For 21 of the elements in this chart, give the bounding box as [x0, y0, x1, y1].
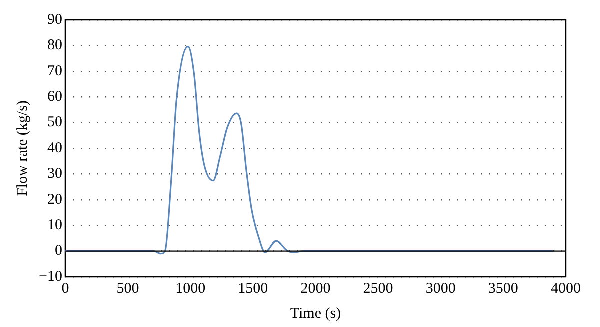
y-tick-label: 30 — [47, 166, 62, 182]
x-tick-label: 1500 — [238, 280, 268, 297]
x-tick-label: 2000 — [300, 280, 331, 297]
y-tick-label: 70 — [47, 63, 62, 80]
x-tick-label: 2500 — [363, 280, 394, 297]
y-tick-label: 0 — [54, 243, 62, 260]
y-tick-label: 40 — [47, 140, 62, 156]
y-tick-label: 80 — [47, 38, 62, 54]
x-tick-label: 1000 — [176, 280, 206, 297]
y-tick-label: 10 — [47, 218, 62, 234]
y-tick-label: 20 — [47, 192, 62, 208]
x-tick-label: 3000 — [426, 280, 456, 297]
y-tick-label: −10 — [38, 268, 62, 285]
y-tick-label: 90 — [47, 12, 62, 28]
x-tick-label: 4000 — [551, 280, 581, 297]
y-axis-title: Flow rate (kg/s) — [14, 100, 31, 196]
x-tick-label: 500 — [116, 280, 140, 297]
x-tick-label: 3500 — [488, 280, 518, 297]
y-tick-label: 60 — [47, 89, 62, 106]
y-tick-label: 50 — [47, 114, 62, 131]
x-axis-title: Time (s) — [290, 306, 342, 322]
